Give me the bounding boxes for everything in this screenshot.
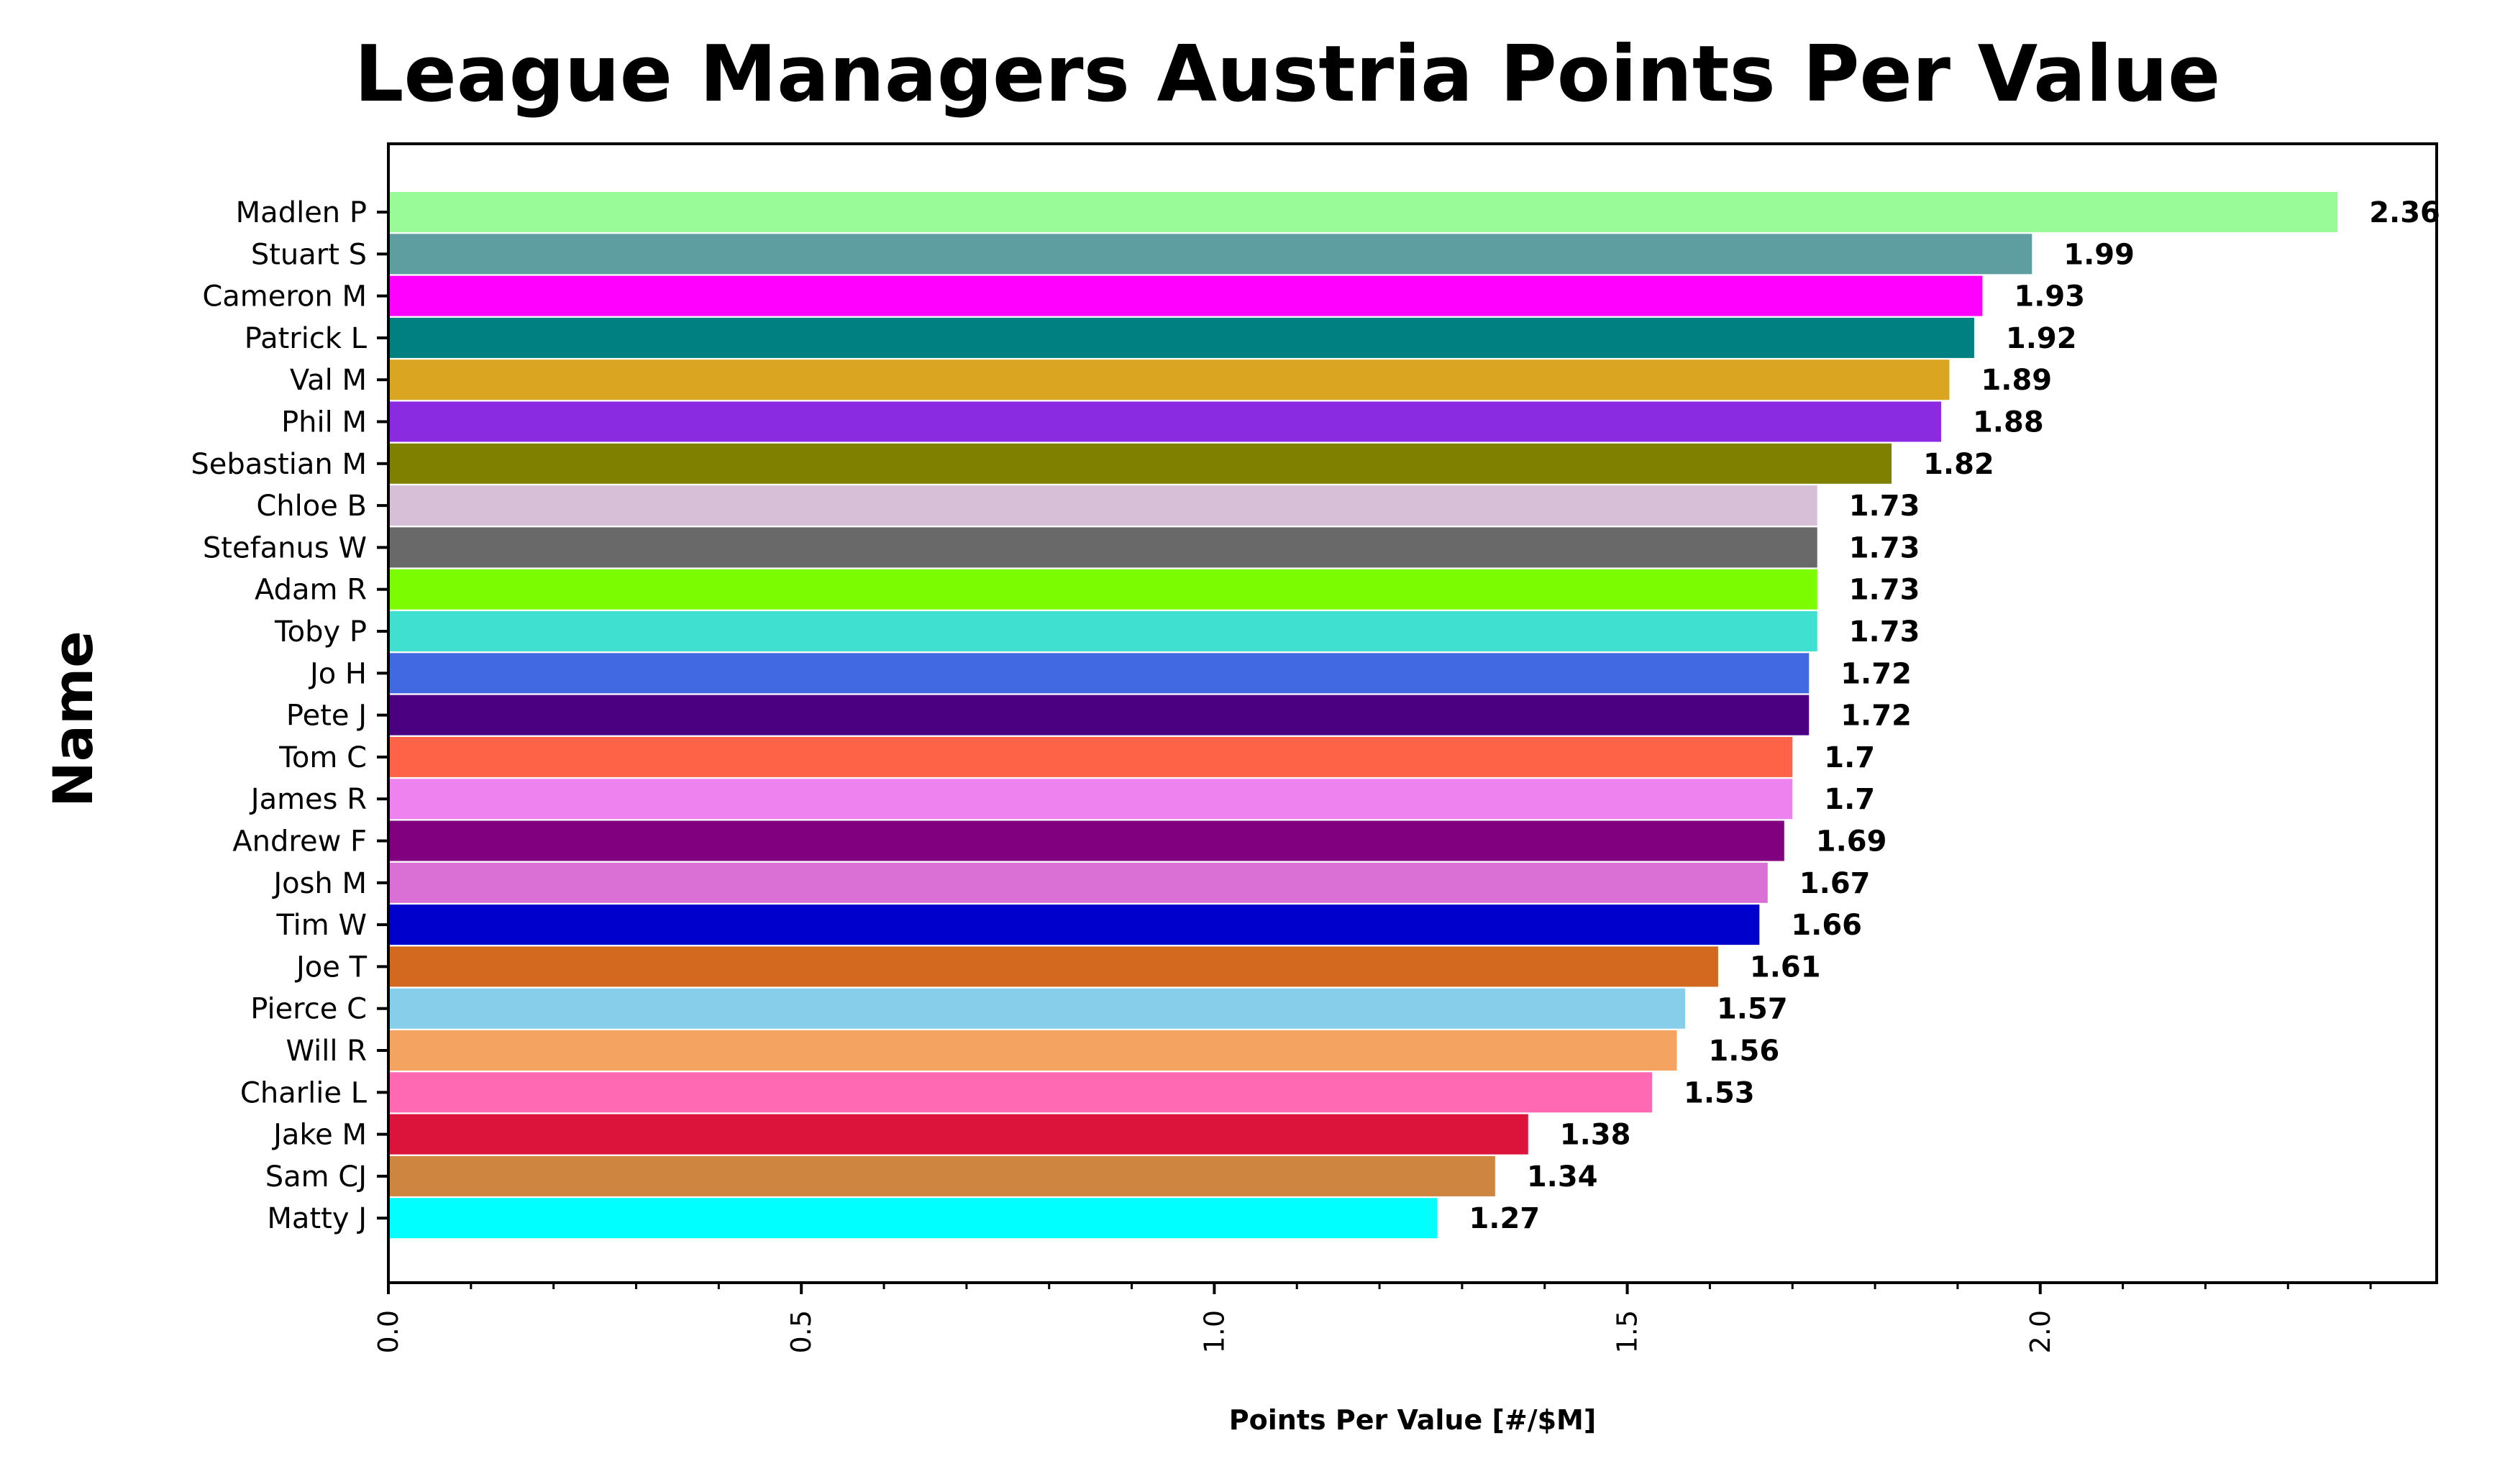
bar-adam-r	[388, 569, 1817, 610]
category-label: Charlie L	[240, 1076, 368, 1109]
category-label: Val M	[290, 364, 367, 397]
bar-joe-t	[388, 946, 1718, 987]
bar-jake-m	[388, 1114, 1528, 1155]
data-label: 1.88	[1973, 406, 2044, 439]
bar-sam-cj	[388, 1155, 1495, 1196]
data-label: 1.7	[1824, 741, 1875, 774]
bar-madlen-p	[388, 192, 2338, 232]
y-axis: Madlen P Stuart S Cameron M Patrick L Val M P…	[191, 196, 388, 1235]
category-label: Jake M	[271, 1119, 367, 1152]
data-label: 1.61	[1750, 951, 1821, 984]
category-label: Matty J	[267, 1202, 367, 1235]
category-label: Andrew F	[232, 825, 367, 858]
category-label: Stefanus W	[203, 531, 367, 564]
category-label: Jo H	[308, 657, 367, 690]
bar-charlie-l	[388, 1072, 1653, 1113]
bar-pete-j	[388, 695, 1810, 736]
bar-toby-p	[388, 611, 1817, 651]
x-tick-label: 1.0	[1198, 1310, 1230, 1353]
data-labels: 2.361.991.931.921.891.881.821.731.731.73…	[1469, 196, 2440, 1235]
x-axis-label: Points Per Value [#/$M]	[1229, 1404, 1596, 1436]
bars	[388, 192, 2338, 1239]
category-label: Joe T	[294, 951, 368, 984]
data-label: 1.93	[2014, 280, 2085, 313]
data-label: 1.67	[1799, 867, 1871, 900]
data-label: 1.72	[1840, 700, 1912, 733]
category-label: Pierce C	[250, 993, 367, 1026]
category-label: Josh M	[271, 867, 367, 900]
data-label: 1.73	[1849, 615, 1920, 649]
category-label: Chloe B	[256, 490, 367, 523]
data-label: 1.56	[1708, 1035, 1779, 1068]
category-label: Patrick L	[245, 322, 368, 355]
data-label: 1.7	[1824, 783, 1875, 816]
bar-matty-j	[388, 1198, 1438, 1239]
bar-jo-h	[388, 653, 1810, 694]
data-label: 1.72	[1840, 657, 1912, 690]
bar-james-r	[388, 779, 1793, 820]
bar-patrick-l	[388, 317, 1974, 358]
category-label: Stuart S	[251, 238, 367, 271]
bar-josh-m	[388, 862, 1768, 903]
data-label: 1.89	[1981, 364, 2052, 397]
x-tick-label: 0.0	[373, 1310, 404, 1353]
data-label: 1.38	[1560, 1119, 1631, 1152]
data-label: 1.92	[2006, 322, 2077, 355]
x-axis: 0.0 0.5 1.0 1.5 2.0	[373, 1283, 2372, 1353]
bar-andrew-f	[388, 820, 1784, 861]
category-label: Phil M	[281, 406, 367, 439]
y-axis-label: Name	[41, 631, 105, 807]
data-label: 1.57	[1717, 993, 1788, 1026]
bar-cameron-m	[388, 275, 1983, 316]
data-label: 1.69	[1816, 825, 1887, 858]
category-label: Tom C	[278, 741, 367, 774]
category-label: Will R	[286, 1035, 367, 1068]
category-label: James R	[249, 783, 367, 816]
bar-sebastian-m	[388, 443, 1892, 484]
bar-chloe-b	[388, 485, 1817, 526]
data-label: 1.53	[1684, 1076, 1755, 1109]
plot-frame	[387, 142, 2438, 1284]
x-tick-label: 0.5	[785, 1310, 817, 1353]
category-label: Pete J	[286, 700, 367, 733]
data-label: 1.34	[1527, 1160, 1598, 1194]
bar-pierce-c	[388, 988, 1685, 1029]
data-label: 1.82	[1923, 448, 1994, 481]
data-label: 1.73	[1849, 574, 1920, 607]
category-label: Tim W	[275, 909, 367, 942]
bar-stefanus-w	[388, 527, 1817, 568]
category-label: Toby P	[274, 615, 367, 649]
chart-title: League Managers Austria Points Per Value	[355, 29, 2221, 119]
bar-tom-c	[388, 736, 1793, 777]
data-label: 1.73	[1849, 490, 1920, 523]
category-label: Adam R	[255, 574, 367, 607]
category-label: Cameron M	[202, 280, 367, 313]
bar-will-r	[388, 1030, 1677, 1071]
category-label: Sam CJ	[265, 1160, 367, 1194]
bar-phil-m	[388, 401, 1941, 442]
category-label: Sebastian M	[191, 448, 367, 481]
bar-tim-w	[388, 904, 1760, 945]
category-label: Madlen P	[236, 196, 367, 229]
data-label: 1.66	[1791, 909, 1862, 942]
data-label: 2.36	[2369, 196, 2440, 229]
data-label: 1.27	[1469, 1202, 1540, 1235]
bar-val-m	[388, 359, 1950, 400]
data-label: 1.99	[2063, 238, 2135, 271]
x-tick-label: 1.5	[1612, 1310, 1643, 1353]
data-label: 1.73	[1849, 531, 1920, 564]
bar-stuart-s	[388, 234, 2032, 275]
x-tick-label: 2.0	[2025, 1310, 2056, 1353]
